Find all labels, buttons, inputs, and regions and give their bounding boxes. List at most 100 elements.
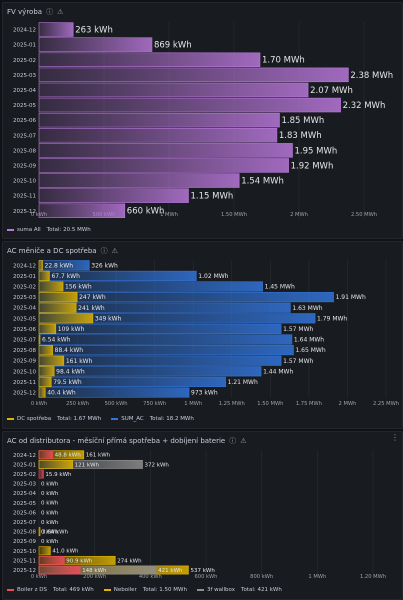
warning-icon[interactable]: ⚠ [111,247,118,255]
bar-dc-spot-eba[interactable] [38,323,57,334]
data-label: 109 kWh [58,326,85,333]
data-label: 1.02 MWh [198,273,228,280]
data-label: 1.57 MWh [283,326,313,333]
legend-total: Total: 469 kWh [52,587,94,593]
data-label: 1.44 MWh [263,368,293,375]
y-category-label: 2025-04 [13,88,36,94]
data-label: 349 kWh [95,315,122,322]
data-label: 1.79 MWh [317,315,347,322]
info-icon[interactable]: ⓘ [46,8,54,16]
legend-item[interactable]: Boiler z DS Total: 469 kWh [7,587,94,593]
panel-ac-distributor: AC od distributora - měsíční přímá spotř… [2,431,403,600]
bar-dc-spot-eba[interactable] [38,292,78,303]
y-category-label: 2025-06 [13,510,36,516]
x-tick-label: 1 MWh [184,401,202,407]
bar-suma-all[interactable] [38,67,349,83]
y-category-label: 2025-04 [13,306,36,312]
legend-item[interactable]: 3f wallbox Total: 421 kWh [196,587,282,593]
y-category-label: 2024-12 [13,453,36,459]
bar-suma-all[interactable] [38,158,289,173]
bar-dc-spot-eba[interactable] [38,302,77,313]
bar-boiler-z-ds[interactable] [38,555,65,565]
y-category-label: 2025-11 [13,194,36,200]
panel-title[interactable]: AC od distributora - měsíční přímá spotř… [7,436,247,446]
data-label: 98.4 kWh [56,368,85,375]
data-label: 372 kWh [145,462,170,468]
bar-boiler-z-ds[interactable] [38,565,81,575]
bar-suma-all[interactable] [38,82,309,98]
panel-title[interactable]: AC měniče a DC spotřeba ⓘ ⚠ [7,246,118,256]
y-category-label: 2024-12 [13,28,36,34]
data-label: 88.4 kWh [55,347,84,354]
data-label: 79.5 kWh [53,379,82,386]
x-tick-label: 2 MWh [339,401,357,407]
bar-sum-ac[interactable] [38,334,293,345]
bar-boiler-z-ds[interactable] [38,469,44,479]
bar-dc-spot-eba[interactable] [38,334,41,345]
bar-dc-spot-eba[interactable] [38,313,94,324]
y-category-label: 2025-08 [13,348,36,354]
bar-dc-spot-eba[interactable] [38,355,65,366]
data-label: 6.54 kWh [42,337,71,344]
bar-dc-spot-eba[interactable] [38,260,43,271]
bar-suma-all[interactable] [38,112,280,128]
x-tick-label: 1.20 MWh [360,574,386,580]
data-label: 0 kWh [41,530,59,536]
data-label: 41.0 kWh [52,549,79,555]
bar-suma-all[interactable] [38,52,261,67]
data-label: 973 kWh [191,390,218,397]
legend-swatch [7,589,14,591]
bar-neboiler[interactable] [38,546,51,556]
bar-suma-all[interactable] [38,173,240,188]
panel-menu-icon[interactable]: ⋮ [391,433,399,442]
data-label: 326 kWh [91,262,118,269]
bar-suma-all[interactable] [38,22,74,37]
info-icon[interactable]: ⓘ [100,247,108,255]
bar-dc-spot-eba[interactable] [38,270,50,281]
warning-icon[interactable]: ⚠ [57,8,64,16]
panel-title[interactable]: FV výroba ⓘ ⚠ [7,7,63,17]
y-category-label: 2025-03 [13,482,36,488]
y-category-label: 2025-06 [13,118,36,124]
bar-suma-all[interactable] [38,128,278,143]
data-label: 1.95 MWh [295,146,338,156]
data-label: 1.64 MWh [294,337,324,344]
data-label: 2.32 MWh [343,101,386,111]
bar-dc-spot-eba[interactable] [38,345,53,356]
y-category-label: 2025-01 [13,462,36,468]
data-label: 0 kWh [41,510,59,516]
warning-icon[interactable]: ⚠ [240,437,247,445]
bar-neboiler[interactable] [38,459,73,469]
bar-suma-all[interactable] [38,203,126,218]
x-tick-label: 1.50 MWh [221,212,247,218]
data-label: 1.70 MWh [262,56,305,66]
legend-item[interactable]: DC spotřeba Total: 1.67 MWh [7,416,101,422]
y-category-label: 2025-01 [13,274,36,280]
bar-dc-spot-eba[interactable] [38,376,52,387]
bar-sum-ac[interactable] [38,302,291,313]
bar-suma-all[interactable] [38,143,293,158]
data-label: 0 kWh [41,482,59,488]
legend-total: Total: 20.5 MWh [46,227,91,233]
bar-dc-spot-eba[interactable] [38,281,64,292]
bar-suma-all[interactable] [38,188,189,203]
legend-item[interactable]: SUM_AC Total: 18.2 MWh [111,416,194,422]
legend-item[interactable]: Neboiler Total: 1.50 MWh [103,587,187,593]
y-category-label: 2025-03 [13,295,36,301]
x-tick-label: 1.25 MWh [219,401,245,407]
bar-suma-all[interactable] [38,97,341,113]
x-tick-label: 0 kWh [31,401,47,407]
bar-dc-spot-eba[interactable] [38,387,46,398]
y-category-label: 2025-06 [13,327,36,333]
y-category-label: 2025-05 [13,103,36,109]
bar-neboiler[interactable] [38,527,41,537]
bar-suma-all[interactable] [38,37,153,52]
x-tick-label: 1.75 MWh [296,401,322,407]
legend-total: Total: 421 kWh [241,587,282,593]
bar-dc-spot-eba[interactable] [38,366,55,377]
bar-boiler-z-ds[interactable] [38,450,53,460]
x-tick-label: 1.50 MWh [257,401,283,407]
data-label: 0 kWh [41,491,59,497]
legend-item[interactable]: suma All Total: 20.5 MWh [7,227,91,233]
info-icon[interactable]: ⓘ [229,437,237,445]
